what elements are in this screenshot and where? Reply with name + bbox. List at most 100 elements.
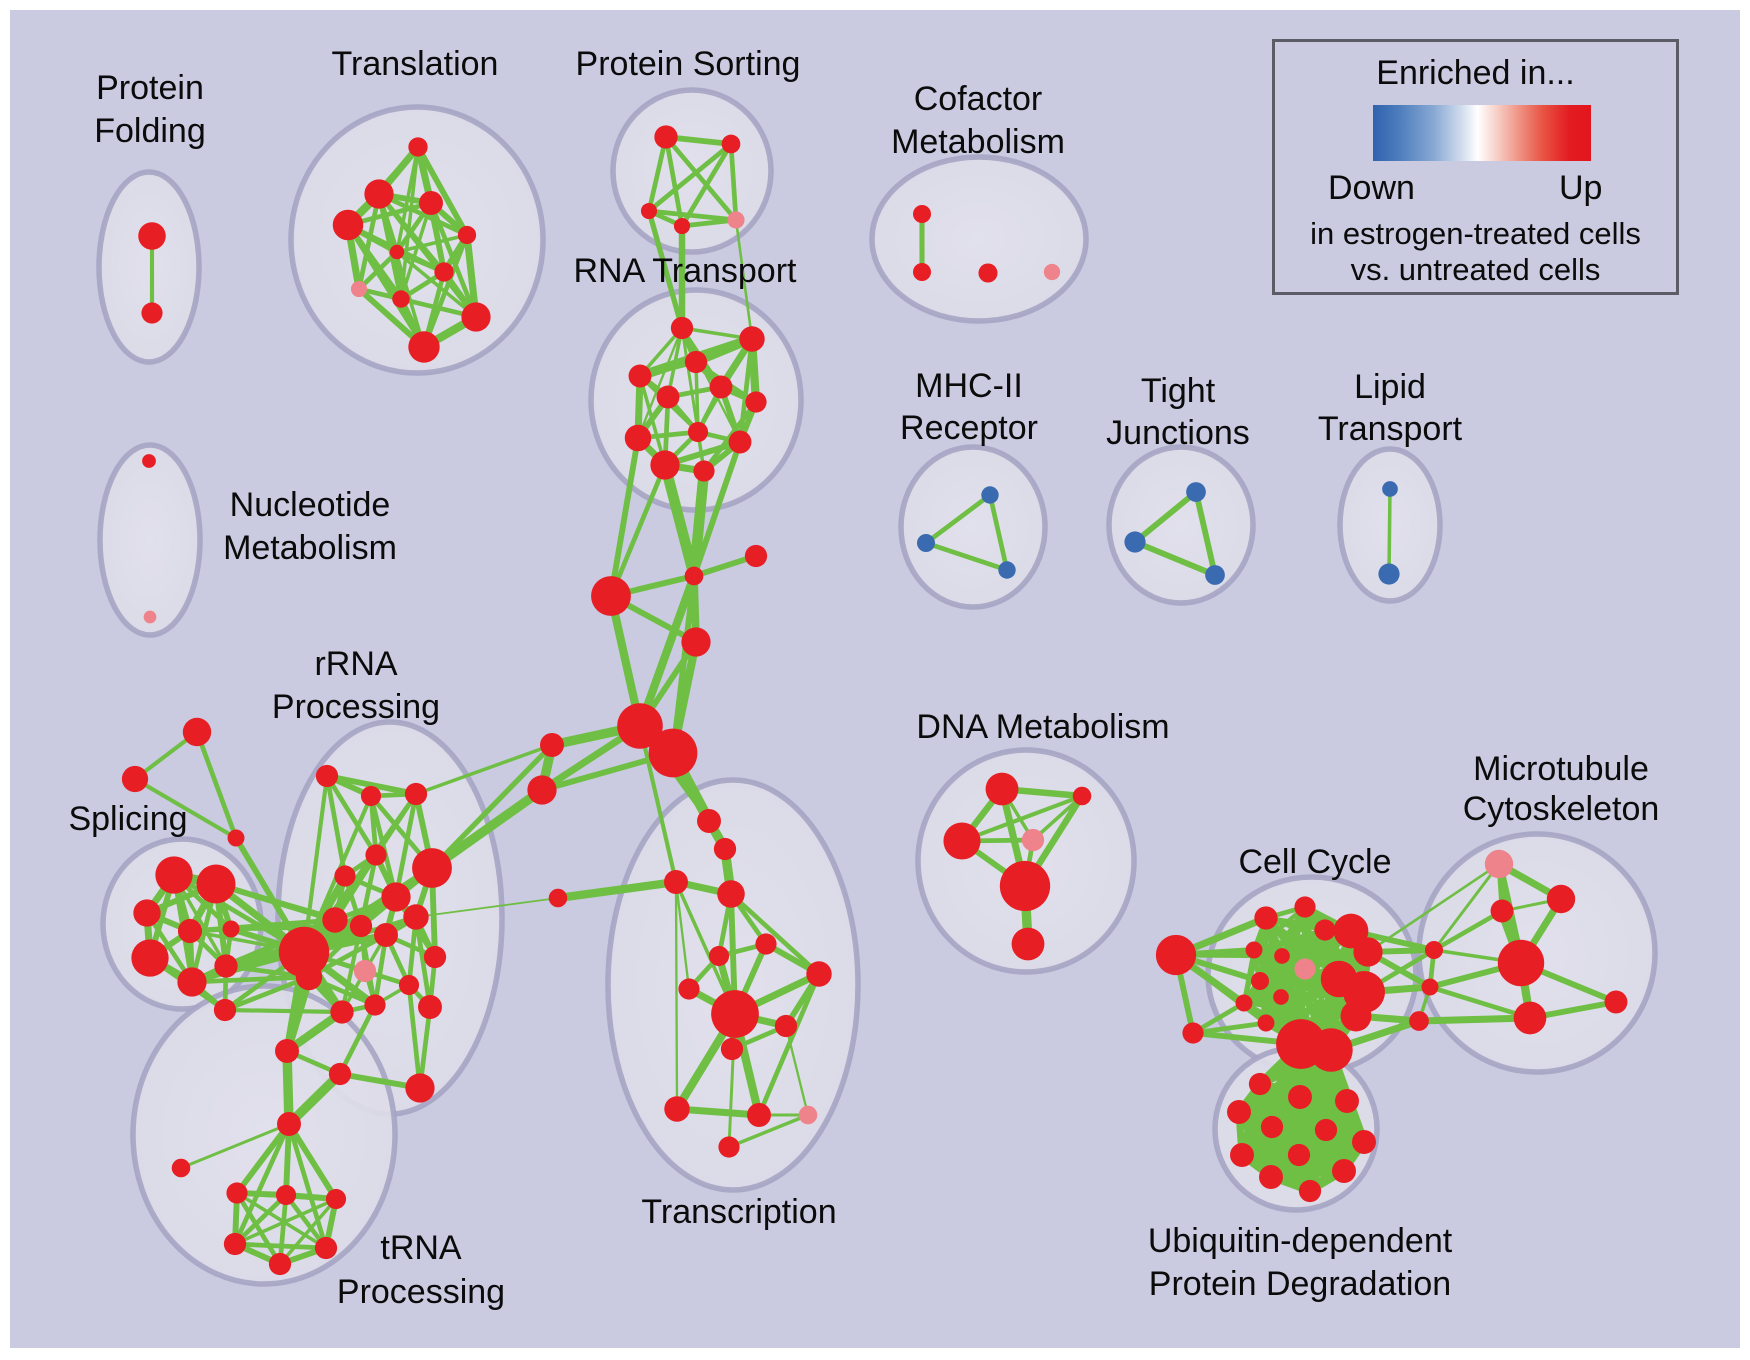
- node-rt9: [624, 424, 652, 452]
- cluster-cell-cycle-label: Cell Cycle: [1238, 843, 1391, 881]
- node-tx9: [774, 1014, 798, 1038]
- cluster-translation-label: Translation: [332, 45, 499, 83]
- node-ub11: [1259, 1165, 1283, 1189]
- node-rt4: [628, 364, 652, 388]
- edge-rr14-rr19: [406, 982, 423, 1091]
- edge-txm-tx3: [553, 877, 681, 903]
- node-rr14: [398, 974, 420, 996]
- node-ch2: [744, 544, 768, 568]
- edge-lt1-lt2: [1387, 487, 1392, 576]
- node-t10: [461, 302, 491, 332]
- node-cf4: [1043, 263, 1061, 281]
- cluster-mhc-ii-receptor-label-line1: MHC-II: [915, 367, 1023, 405]
- node-t8: [350, 280, 368, 298]
- cluster-mhc-ii-receptor-label-line2: Receptor: [900, 409, 1038, 447]
- edge-sp4-rr8: [187, 917, 338, 934]
- edge-rt11-ch3: [608, 462, 668, 599]
- edge-rt2-rt10: [737, 336, 755, 445]
- node-tn1: [226, 1182, 248, 1204]
- node-tn4: [223, 1232, 247, 1256]
- node-ccp: [1294, 958, 1316, 980]
- cluster-mhc-ii-receptor-ellipse: [898, 444, 1048, 610]
- node-rr7: [381, 882, 411, 912]
- node-sp6: [131, 939, 169, 977]
- node-tn3: [325, 1188, 347, 1210]
- edge-tn0-tn3: [286, 1121, 339, 1202]
- node-mt3: [1513, 1001, 1547, 1035]
- node-s2: [121, 765, 149, 793]
- node-tx8: [678, 978, 700, 1000]
- node-rc2: [1421, 978, 1439, 996]
- edge-rr3-n550: [414, 743, 554, 796]
- node-rr8: [322, 907, 348, 933]
- cluster-lipid-transport-label-line2: Transport: [1318, 410, 1463, 448]
- node-rc3: [1409, 1011, 1429, 1031]
- legend-up-label: Up: [1559, 169, 1603, 207]
- node-ub7: [1352, 1130, 1376, 1154]
- edge-dm2-dm3: [959, 793, 1085, 844]
- edge-tn3-tn6: [278, 1197, 338, 1266]
- edge-mh2-mh3: [923, 540, 1010, 573]
- node-t4: [332, 209, 364, 241]
- edge-rr6-n550: [429, 742, 555, 871]
- node-ub8: [1230, 1143, 1254, 1167]
- node-rt8: [687, 421, 709, 443]
- node-ub2: [1288, 1085, 1312, 1109]
- node-ps5: [727, 211, 745, 229]
- node-tniso: [171, 1158, 191, 1178]
- node-ub3: [1335, 1089, 1359, 1113]
- node-tx5: [755, 933, 777, 955]
- nodes: [121, 125, 1628, 1276]
- node-tj1: [1186, 482, 1206, 502]
- node-hub1: [617, 703, 663, 749]
- node-tx3: [664, 870, 688, 894]
- cluster-transcription-label: Transcription: [641, 1193, 836, 1231]
- edge-cc5-mtp: [1366, 862, 1501, 954]
- node-dm3: [943, 822, 981, 860]
- edge-ps4-ps5: [679, 217, 739, 229]
- node-nm2: [143, 610, 157, 624]
- node-tx2: [713, 837, 737, 861]
- node-pf1: [138, 222, 166, 250]
- edge-tx9-tx13: [784, 1024, 810, 1117]
- node-ps3: [640, 202, 658, 220]
- node-dm4: [1021, 828, 1045, 852]
- edge-mt3-rc3: [1415, 1014, 1534, 1025]
- edge-t3-t9: [399, 201, 433, 301]
- node-cc7: [1274, 948, 1290, 964]
- edge-rt1-rt8: [680, 326, 700, 434]
- node-t1: [408, 137, 428, 157]
- node-rr18: [418, 995, 442, 1019]
- edge-tn2-tn6: [277, 1192, 289, 1267]
- edge-t2-t8: [356, 191, 382, 292]
- node-tx10: [720, 1037, 744, 1061]
- node-dm5: [999, 860, 1051, 912]
- edge-mtp-rc1: [1432, 862, 1501, 952]
- edge-ps5-rt2: [734, 218, 754, 341]
- edge-tn1-tn6: [234, 1190, 283, 1267]
- edge-rr3-rr7: [393, 791, 419, 900]
- edge-s1-s3: [194, 729, 239, 841]
- edge-tx3-txhub: [674, 880, 737, 1016]
- edge-mh1-mh2: [923, 492, 993, 546]
- edge-rr10-rr12: [306, 932, 389, 980]
- edge-t6-t8: [356, 249, 400, 292]
- node-sp8: [214, 954, 238, 978]
- cluster-trna-processing-label-line2: Processing: [337, 1273, 505, 1311]
- node-n542: [527, 775, 557, 805]
- node-cc5: [1353, 937, 1383, 967]
- edge-ps3-rt1: [646, 208, 685, 331]
- node-sp1: [155, 856, 193, 894]
- node-cc2: [1294, 896, 1316, 918]
- node-t6: [389, 244, 405, 260]
- node-mh2: [916, 533, 936, 553]
- edge-mh1-mh3: [987, 492, 1010, 573]
- node-rt1: [670, 316, 694, 340]
- cluster-nucleotide-metabolism-label-line2: Metabolism: [223, 529, 397, 567]
- edge-c1-tn0: [282, 1046, 294, 1129]
- node-mh3: [998, 561, 1016, 579]
- edge-t1-t5: [415, 144, 470, 238]
- edge-rr4-rr9: [358, 852, 379, 929]
- edge-t6-t10: [395, 250, 478, 319]
